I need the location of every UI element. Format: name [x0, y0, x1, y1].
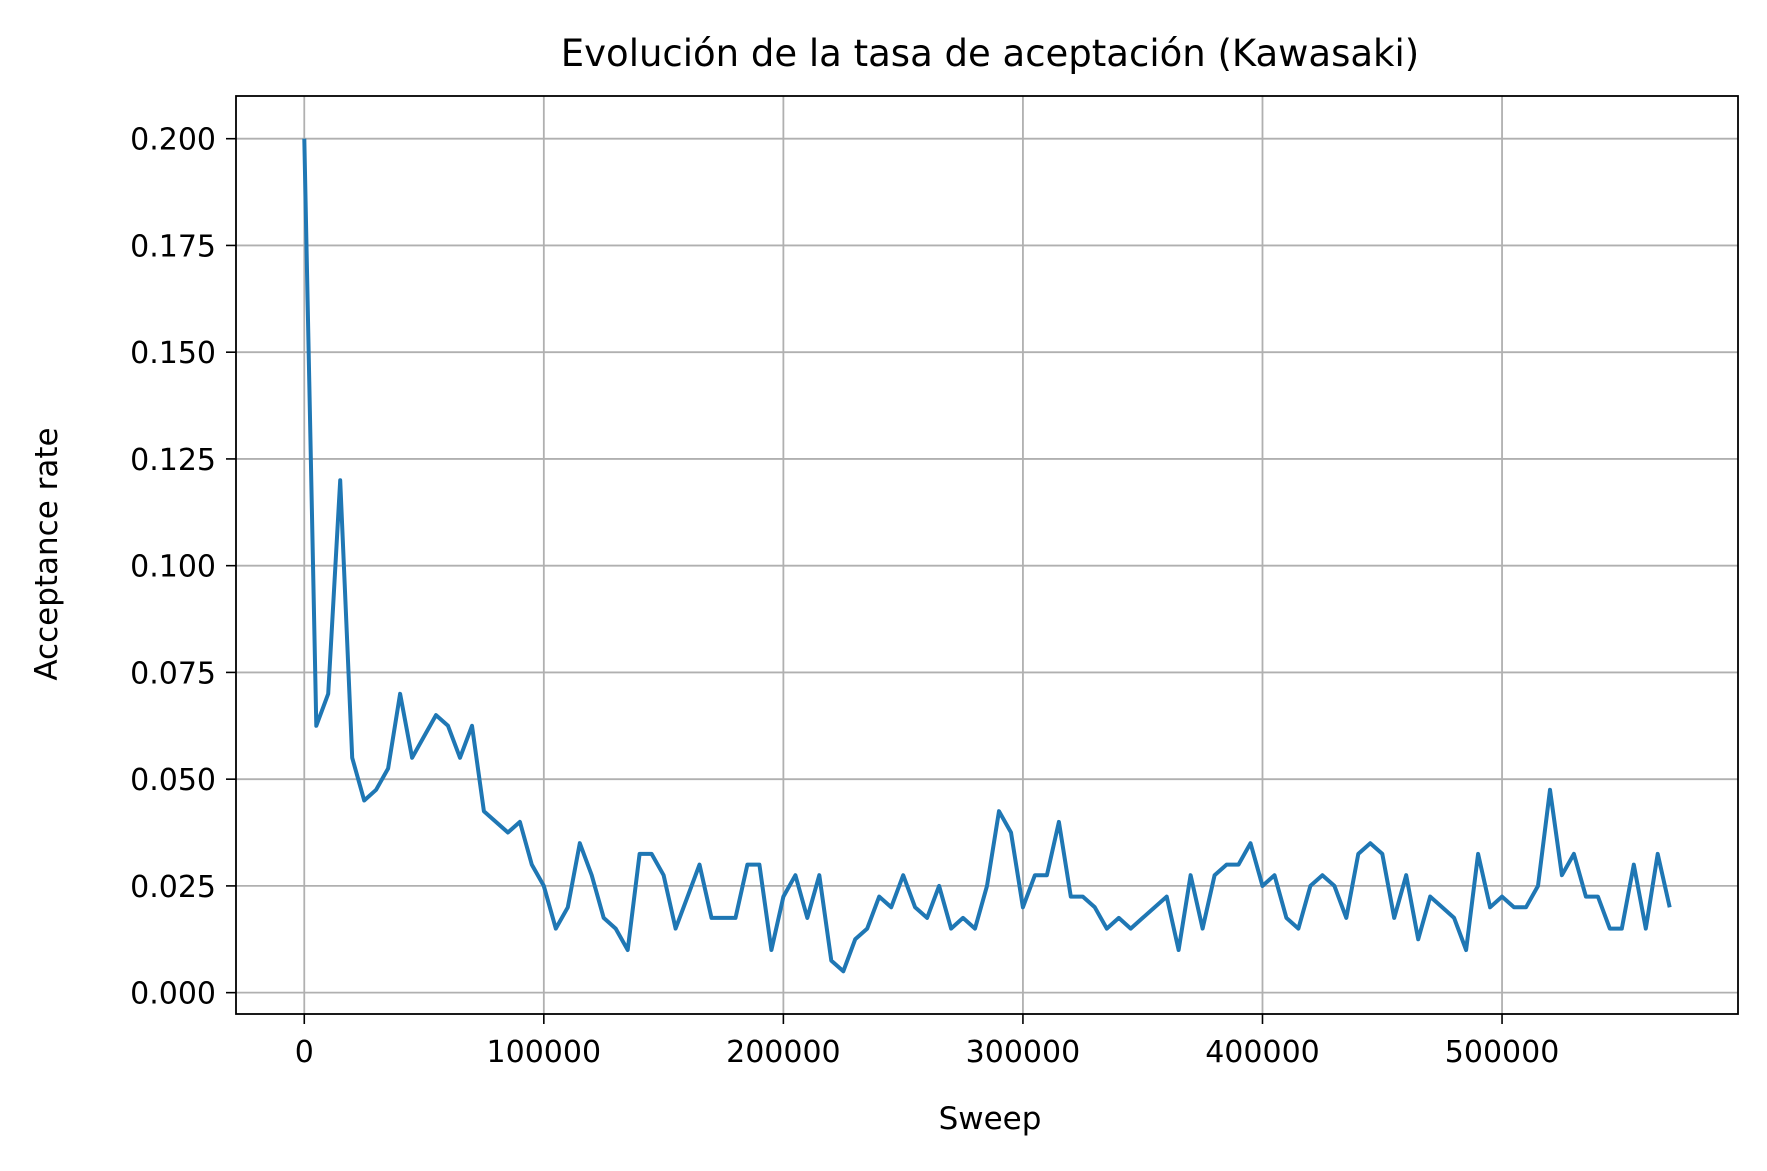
plot-frame	[235, 95, 1739, 1015]
y-tick-label: 0.075	[130, 656, 216, 691]
grid-lines	[236, 96, 1738, 1014]
y-axis-label: Acceptance rate	[29, 427, 65, 680]
x-tick-label: 100000	[487, 1035, 602, 1070]
x-tick-label: 200000	[726, 1035, 841, 1070]
y-tick-label: 0.050	[130, 763, 216, 798]
x-tick-label: 500000	[1445, 1035, 1560, 1070]
y-tick-label: 0.175	[130, 229, 216, 264]
chart-title: Evolución de la tasa de aceptación (Kawa…	[561, 32, 1419, 75]
y-tick-label: 0.150	[130, 336, 216, 371]
x-axis-label: Sweep	[939, 1101, 1042, 1137]
y-tick-label: 0.125	[130, 443, 216, 478]
y-tick-label: 0.025	[130, 870, 216, 905]
y-tick-label: 0.000	[130, 977, 216, 1012]
x-tick-label: 0	[295, 1035, 314, 1070]
y-tick-label: 0.100	[130, 550, 216, 585]
y-tick-label: 0.200	[130, 123, 216, 158]
series-line	[302, 138, 1672, 974]
axis-ticks: 0 100000 200000 300000 400000 500000 0.000 0.02…	[130, 123, 1559, 1070]
data-series	[302, 138, 1672, 974]
x-tick-label: 400000	[1205, 1035, 1320, 1070]
x-tick-label: 300000	[966, 1035, 1081, 1070]
